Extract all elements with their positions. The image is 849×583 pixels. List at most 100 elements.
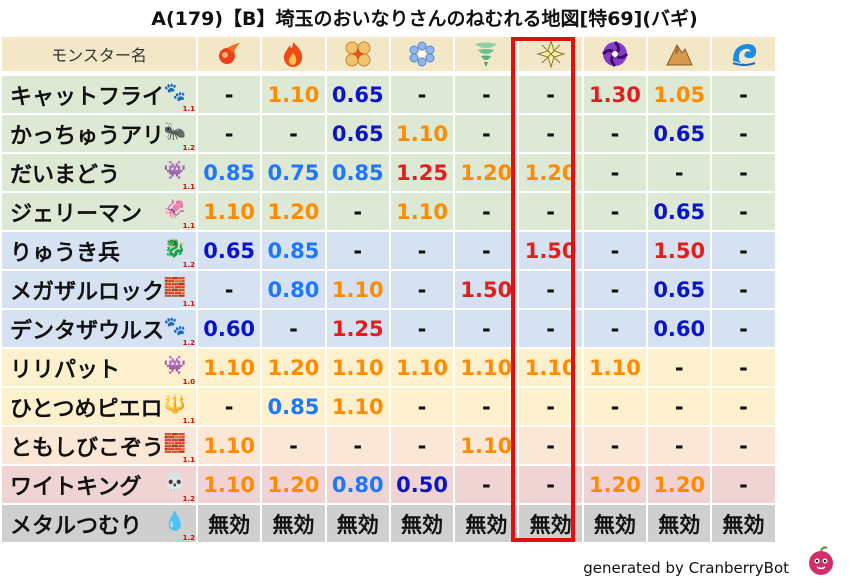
- fire-spirit-icon: [198, 37, 263, 73]
- resistance-value: -: [198, 115, 263, 154]
- resistance-value: 1.20: [455, 154, 520, 193]
- resistance-value: -: [262, 310, 327, 349]
- resistance-value: 1.20: [583, 466, 649, 505]
- monster-level: 1.1: [182, 456, 195, 464]
- monster-name: リリパット: [10, 357, 121, 383]
- resistance-value: -: [390, 310, 456, 349]
- trident-icon: 🔱: [163, 393, 187, 415]
- lightning-icon: [519, 37, 584, 73]
- resistance-value: -: [712, 388, 777, 427]
- resistance-value: -: [583, 310, 649, 349]
- monster-name: ひとつめピエロ: [10, 396, 163, 422]
- darkness-icon: [583, 37, 649, 73]
- resistance-value: -: [198, 271, 263, 310]
- monster-level: 1.1: [182, 222, 195, 230]
- resistance-value: 無効: [712, 505, 777, 544]
- resistance-value: 1.10: [455, 349, 520, 388]
- monster-name: だいまどう: [10, 162, 121, 188]
- resistance-value: -: [712, 271, 777, 310]
- table-row: かっちゅうアリ 🐜 1.2- -0.65 1.10- - -0.65-: [2, 115, 847, 154]
- resistance-value: 1.10: [262, 76, 327, 115]
- flame-icon: [262, 37, 327, 73]
- resistance-value: 0.85: [326, 154, 391, 193]
- resistance-value: 1.25: [390, 154, 456, 193]
- resistance-value: -: [583, 115, 649, 154]
- resistance-value: -: [455, 115, 520, 154]
- monster-name-cell: ワイトキング 💀 1.2: [2, 466, 198, 505]
- monster-name: かっちゅうアリ: [10, 123, 165, 149]
- resistance-value: 0.65: [648, 271, 713, 310]
- resistance-value: 無効: [648, 505, 713, 544]
- resistance-value: -: [712, 76, 777, 115]
- resistance-value: -: [712, 115, 777, 154]
- column-header-monster-name: モンスター名: [2, 37, 198, 73]
- monster-name-cell: かっちゅうアリ 🐜 1.2: [2, 115, 198, 154]
- cranberry-bot-icon: [809, 546, 833, 575]
- resistance-value: 1.20: [262, 193, 327, 232]
- resistance-value: -: [455, 76, 520, 115]
- table-row: ともしびこぞう 🧱 1.1 1.10- - -1.10- - - -: [2, 427, 847, 466]
- monster-name: デンタザウルス: [10, 318, 165, 344]
- table-row: ワイトキング 💀 1.2 1.10 1.20 0.80 0.50- -1.20 1.20-: [2, 466, 847, 505]
- resistance-value: 1.10: [326, 388, 391, 427]
- resistance-value: 1.10: [455, 427, 520, 466]
- resistance-value: -: [583, 154, 649, 193]
- resistance-value: -: [326, 427, 391, 466]
- resistance-value: 1.10: [519, 349, 584, 388]
- resistance-value: -: [648, 388, 713, 427]
- resistance-value: 1.50: [648, 232, 713, 271]
- resistance-value: 1.30: [583, 76, 649, 115]
- monster-level: 1.2: [182, 339, 195, 347]
- resistance-table: モンスター名 キャットフライ 🐾 1.1-1.10 0.65- - -1.30 1.05- か…: [2, 37, 847, 544]
- page-title: A(179)【B】埼玉のおいなりさんのねむれる地図[特69](バギ): [151, 8, 698, 30]
- resistance-value: 1.20: [262, 349, 327, 388]
- resistance-value: 無効: [583, 505, 649, 544]
- resistance-value: -: [455, 193, 520, 232]
- resistance-value: 1.10: [390, 349, 456, 388]
- resistance-value: 0.80: [326, 466, 391, 505]
- resistance-value: -: [583, 232, 649, 271]
- resistance-value: 1.10: [326, 271, 391, 310]
- resistance-value: -: [390, 76, 456, 115]
- footer-credit: generated by CranberryBot: [583, 559, 789, 577]
- resistance-value: 1.05: [648, 76, 713, 115]
- resistance-value: -: [519, 388, 584, 427]
- resistance-value: -: [326, 232, 391, 271]
- monster-name-cell: デンタザウルス 🐾 1.2: [2, 310, 198, 349]
- resistance-value: -: [583, 271, 649, 310]
- wall-icon: 🧱: [163, 276, 187, 298]
- monster-level: 1.2: [182, 144, 195, 152]
- monster-level: 1.2: [182, 261, 195, 269]
- resistance-value: 0.85: [262, 232, 327, 271]
- resistance-value: -: [519, 193, 584, 232]
- skull-icon: 💀: [163, 471, 187, 493]
- resistance-value: 1.20: [519, 154, 584, 193]
- resistance-value: -: [390, 388, 456, 427]
- monster-level: 1.0: [182, 378, 195, 386]
- resistance-value: -: [390, 427, 456, 466]
- resistance-value: 0.65: [326, 115, 391, 154]
- resistance-value: 1.20: [262, 466, 327, 505]
- monster-name: ワイトキング: [10, 474, 142, 500]
- monster-name-cell: ともしびこぞう 🧱 1.1: [2, 427, 198, 466]
- table-row: リリパット 👾 1.0 1.10 1.20 1.10 1.10 1.10 1.10 1.10- -: [2, 349, 847, 388]
- resistance-value: 0.65: [326, 76, 391, 115]
- resistance-value: -: [455, 310, 520, 349]
- resistance-value: 1.10: [198, 466, 263, 505]
- monster-name: ジェリーマン: [10, 201, 143, 227]
- resistance-value: -: [198, 76, 263, 115]
- resistance-value: -: [519, 466, 584, 505]
- resistance-value: -: [648, 427, 713, 466]
- monster-name-cell: メタルつむり 💧 1.2: [2, 505, 198, 544]
- resistance-value: 1.10: [198, 349, 263, 388]
- resistance-value: 1.20: [648, 466, 713, 505]
- resistance-value: 1.10: [198, 193, 263, 232]
- resistance-value: 1.25: [326, 310, 391, 349]
- resistance-value: -: [712, 310, 777, 349]
- resistance-value: 無効: [326, 505, 391, 544]
- monster-name: りゅうき兵: [10, 240, 121, 266]
- monster-name-cell: りゅうき兵 🐉 1.2: [2, 232, 198, 271]
- resistance-value: -: [583, 427, 649, 466]
- metal-slime-icon: 💧: [163, 510, 187, 532]
- wind-icon: [455, 37, 520, 73]
